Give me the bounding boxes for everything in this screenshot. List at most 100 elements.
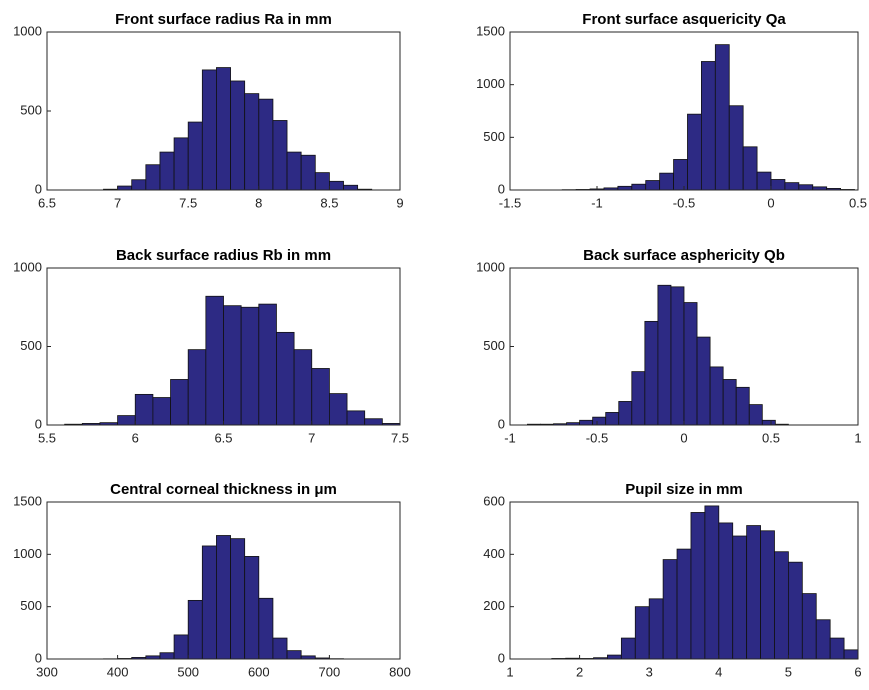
y-tick-label: 0 (35, 181, 42, 196)
bar (205, 295, 224, 426)
bar (159, 151, 175, 191)
bar (673, 159, 688, 191)
bar (690, 512, 706, 660)
bar (735, 386, 750, 426)
bar (718, 522, 734, 660)
bar (761, 419, 776, 426)
bar (201, 69, 217, 191)
bar (173, 137, 189, 191)
y-tick-label: 0 (498, 650, 505, 665)
bar (258, 597, 274, 660)
bar (272, 637, 288, 660)
x-tick-label: 0 (680, 430, 687, 445)
bar (670, 286, 685, 426)
x-tick-label: 6 (132, 430, 139, 445)
bar (328, 180, 344, 191)
x-tick-label: 0.5 (849, 195, 867, 210)
x-tick-label: 800 (389, 664, 411, 679)
x-tick-label: 8.5 (320, 195, 338, 210)
bar (631, 371, 646, 426)
bar (618, 401, 633, 426)
y-tick-label: 0 (498, 181, 505, 196)
x-tick-label: -0.5 (673, 195, 695, 210)
bar (293, 349, 313, 426)
bar (216, 535, 231, 660)
bar (843, 649, 859, 660)
bar (644, 320, 659, 426)
x-tick-label: 3 (646, 664, 653, 679)
bar (617, 185, 633, 191)
bar (579, 419, 594, 426)
bar (701, 61, 716, 191)
bar (187, 121, 203, 191)
bar (620, 637, 636, 660)
x-tick-label: 1 (506, 664, 513, 679)
x-tick-label: 700 (319, 664, 341, 679)
bar (801, 593, 817, 660)
bar (286, 151, 302, 191)
bar (829, 637, 845, 660)
x-tick-label: 400 (107, 664, 129, 679)
x-tick-label: 300 (36, 664, 58, 679)
bar (748, 404, 763, 426)
x-tick-label: -0.5 (586, 430, 608, 445)
bar (746, 525, 761, 660)
bar (631, 183, 647, 191)
chart-title: Central corneal thickness in μm (110, 481, 337, 498)
x-tick-label: 7.5 (391, 430, 409, 445)
bar (170, 379, 189, 426)
x-tick-label: -1.5 (499, 195, 521, 210)
x-tick-label: 600 (248, 664, 270, 679)
y-tick-label: 200 (483, 598, 505, 613)
x-tick-label: 1 (854, 430, 861, 445)
chart-title: Pupil size in mm (625, 481, 743, 498)
bar (258, 98, 274, 191)
bar (696, 336, 711, 426)
x-tick-label: 4 (715, 664, 722, 679)
bar (328, 393, 348, 426)
bar (187, 599, 203, 660)
y-tick-label: 400 (483, 546, 505, 561)
x-tick-label: 2 (576, 664, 583, 679)
chart-title: Front surface asquericity Qa (582, 11, 786, 28)
x-tick-label: 6.5 (214, 430, 232, 445)
bar (230, 80, 246, 191)
bar (798, 184, 814, 191)
y-tick-label: 0 (498, 416, 505, 431)
bar (704, 505, 720, 660)
bar (300, 154, 316, 191)
bar (145, 164, 161, 191)
x-tick-label: 5.5 (38, 430, 56, 445)
bar (346, 410, 366, 426)
bar (314, 172, 330, 191)
bar (276, 331, 295, 426)
y-tick-label: 1000 (476, 76, 505, 91)
bar (634, 606, 650, 660)
y-tick-label: 1000 (13, 259, 42, 274)
bar (676, 548, 692, 660)
x-tick-label: 0.5 (762, 430, 780, 445)
bar (788, 561, 803, 660)
bar (131, 179, 147, 191)
bar (201, 545, 217, 660)
bar (286, 650, 302, 660)
bar (709, 366, 724, 426)
y-tick-label: 1500 (476, 23, 505, 38)
chart-title: Back surface radius Rb in mm (116, 247, 331, 264)
bar (159, 652, 175, 660)
bar (770, 179, 786, 191)
bar (659, 172, 674, 191)
x-tick-label: 500 (177, 664, 199, 679)
y-tick-label: 500 (483, 338, 505, 353)
x-tick-label: 9 (396, 195, 403, 210)
x-tick-label: 5 (785, 664, 792, 679)
chart-title: Back surface asphericity Qb (583, 247, 785, 264)
x-tick-label: 6.5 (38, 195, 56, 210)
bar (732, 535, 748, 660)
y-tick-label: 0 (35, 650, 42, 665)
x-tick-label: 7 (114, 195, 121, 210)
bar (683, 302, 698, 426)
x-tick-label: 8 (255, 195, 262, 210)
bar (230, 538, 246, 660)
y-tick-label: 1000 (13, 546, 42, 561)
